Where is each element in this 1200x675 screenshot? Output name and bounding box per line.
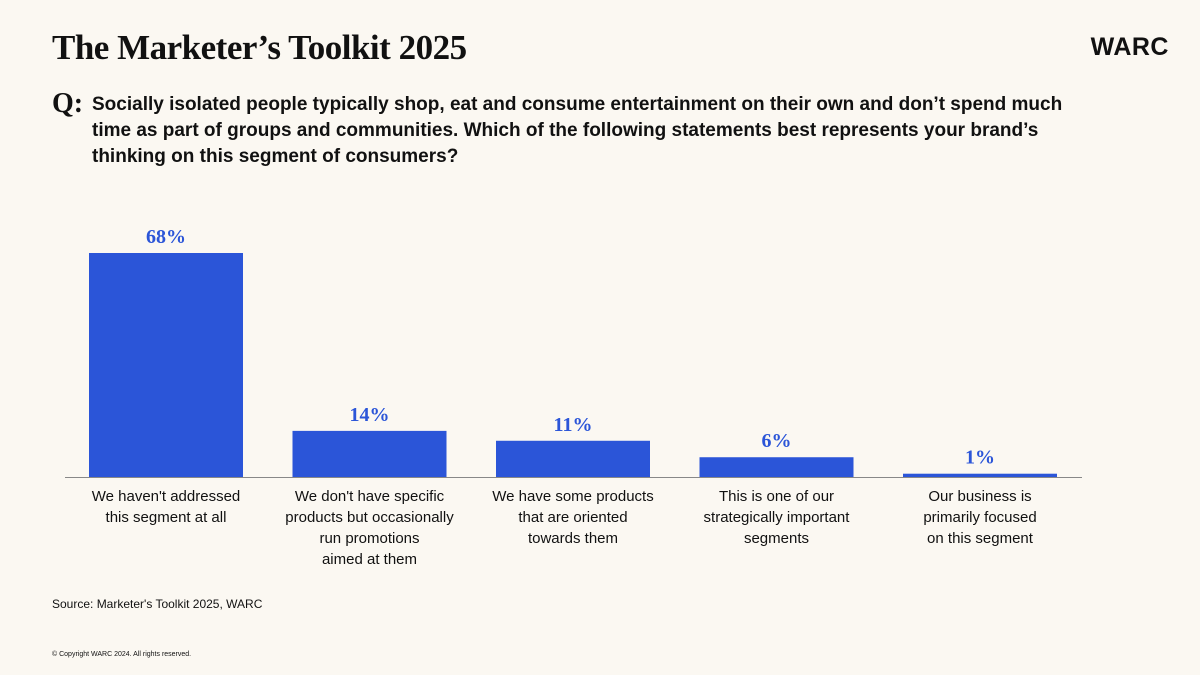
category-label: We don't have specific: [295, 488, 445, 505]
category-label: This is one of our: [719, 488, 834, 505]
category-label: run promotions: [319, 530, 419, 547]
category-label: towards them: [528, 530, 618, 547]
category-label: segments: [744, 530, 809, 547]
bar: [89, 253, 243, 477]
question-text: Socially isolated people typically shop,…: [92, 94, 1063, 167]
bar: [699, 457, 854, 477]
bar: [496, 440, 650, 477]
question-label: Q:: [52, 88, 84, 119]
category-label: We haven't addressed: [92, 488, 241, 505]
bar: [903, 473, 1057, 477]
data-label: 11%: [554, 414, 593, 436]
category-label: primarily focused: [923, 509, 1036, 526]
warc-logo: WARC: [1090, 33, 1169, 61]
data-label: 68%: [146, 226, 186, 248]
data-label: 1%: [965, 447, 995, 469]
source-note: Source: Marketer's Toolkit 2025, WARC: [52, 597, 263, 611]
data-label: 14%: [350, 404, 390, 426]
category-label: this segment at all: [106, 509, 227, 526]
category-label: on this segment: [927, 530, 1034, 547]
data-label: 6%: [762, 430, 792, 452]
category-label: aimed at them: [322, 551, 417, 568]
category-label: Our business is: [928, 488, 1031, 505]
category-label: that are oriented: [518, 509, 627, 526]
copyright-note: © Copyright WARC 2024. All rights reserv…: [52, 651, 192, 658]
category-label: products but occasionally: [285, 509, 454, 526]
page-title: The Marketer’s Toolkit 2025: [52, 28, 467, 67]
bar: [292, 430, 447, 477]
category-label: We have some products: [492, 488, 653, 505]
category-label: strategically important: [704, 509, 851, 526]
